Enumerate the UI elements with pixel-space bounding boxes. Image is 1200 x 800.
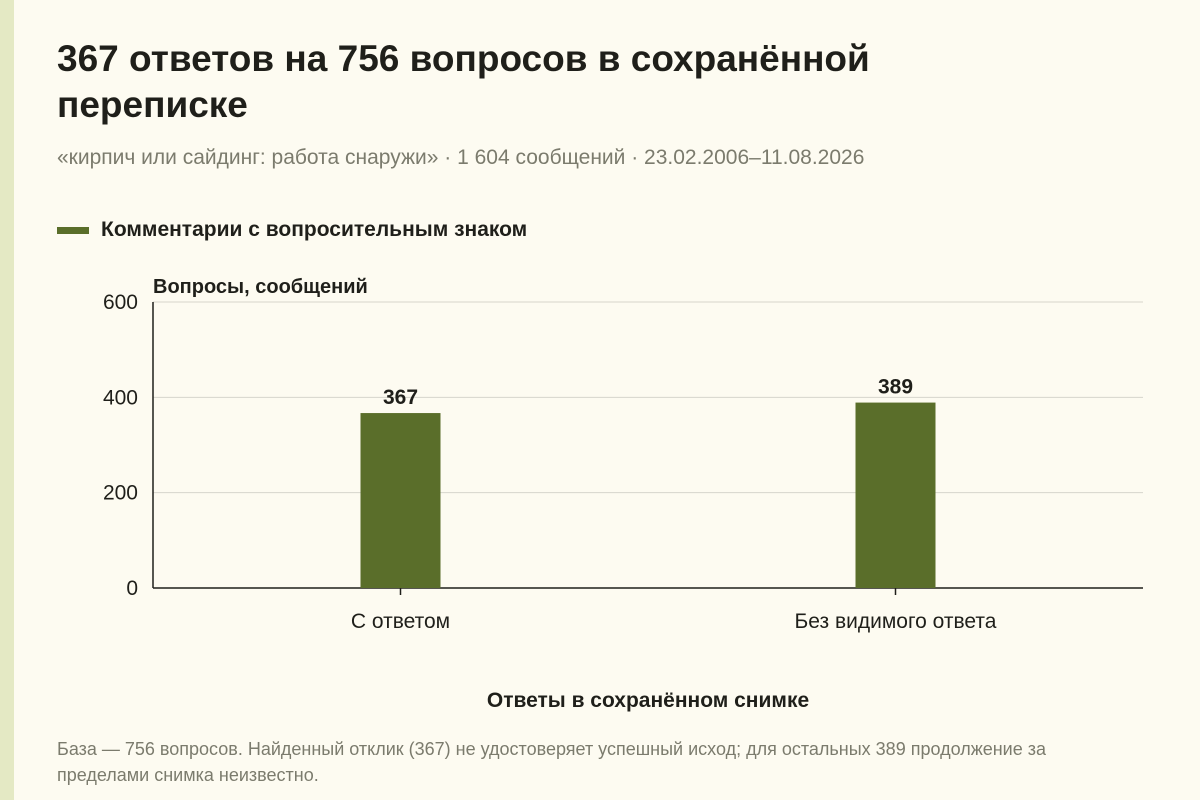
data-label: 367 bbox=[383, 386, 418, 409]
bar-chart: 0 200 400 600 Вопросы, сообщений 367 С ответом… bbox=[103, 276, 1143, 712]
x-tick-label: С ответом bbox=[351, 610, 450, 633]
y-tick-label: 200 bbox=[103, 482, 138, 505]
data-label: 389 bbox=[878, 376, 913, 399]
x-tick-label: Без видимого ответа bbox=[795, 610, 997, 633]
bar bbox=[360, 413, 441, 588]
y-axis-label: Вопросы, сообщений bbox=[153, 276, 368, 298]
chart-caption: База — 756 вопросов. Найденный отклик (3… bbox=[57, 739, 1047, 785]
y-tick-label: 400 bbox=[103, 386, 138, 409]
chart-subtitle: «кирпич или сайдинг: работа снаружи» · 1… bbox=[57, 146, 865, 169]
legend-swatch bbox=[57, 226, 89, 234]
x-axis-label: Ответы в сохранённом снимке bbox=[487, 689, 809, 712]
y-tick-label: 0 bbox=[126, 577, 138, 600]
chart-title: 367 ответов на 756 вопросов в сохранённо… bbox=[57, 38, 870, 125]
bar bbox=[855, 402, 936, 588]
legend-label: Комментарии с вопросительным знаком bbox=[101, 218, 528, 241]
y-tick-label: 600 bbox=[103, 291, 138, 314]
accent-strip bbox=[0, 0, 14, 800]
legend: Комментарии с вопросительным знаком bbox=[57, 218, 527, 242]
